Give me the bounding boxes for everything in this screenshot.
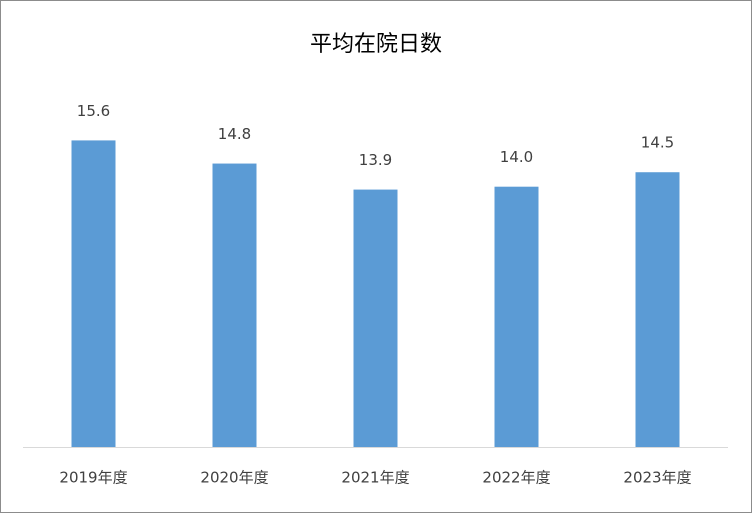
bar <box>353 189 398 448</box>
x-tick-label: 2021年度 <box>341 469 409 487</box>
x-tick-label: 2023年度 <box>623 469 691 487</box>
data-label: 14.8 <box>218 125 251 143</box>
data-label: 14.5 <box>641 134 674 152</box>
data-label: 14.0 <box>500 148 533 166</box>
x-tick-label: 2022年度 <box>482 469 550 487</box>
bar <box>635 172 680 447</box>
x-tick-label: 2020年度 <box>200 469 268 487</box>
bar <box>212 163 257 448</box>
bar <box>71 140 116 447</box>
data-label: 13.9 <box>359 151 392 169</box>
chart-title: 平均在院日数 <box>310 32 442 57</box>
data-label: 15.6 <box>77 102 110 120</box>
bar <box>494 186 539 447</box>
x-tick-label: 2019年度 <box>59 469 127 487</box>
